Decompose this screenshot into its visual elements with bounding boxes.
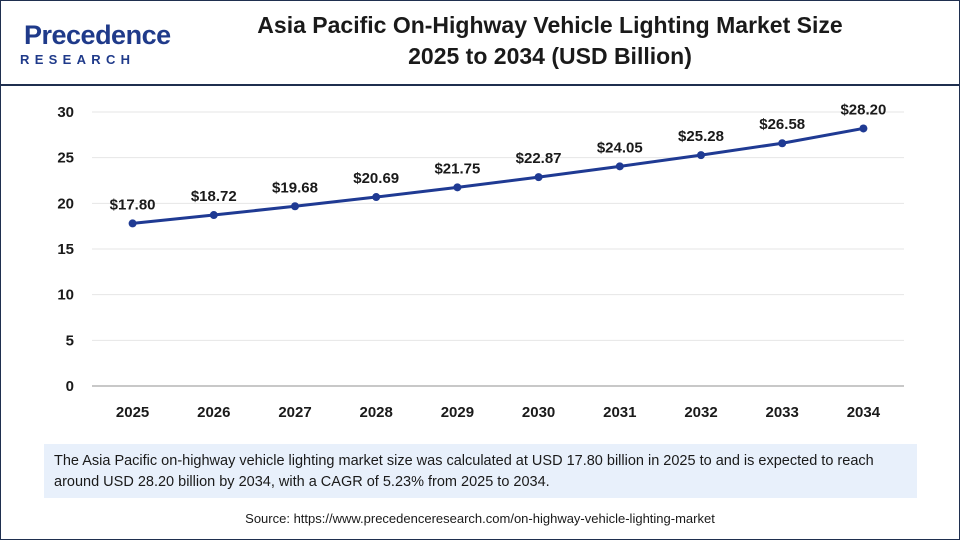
data-label-2033: $26.58 <box>759 116 805 133</box>
x-tick-label-2031: 2031 <box>603 404 636 421</box>
chart-title-line-1: Asia Pacific On-Highway Vehicle Lighting… <box>257 12 843 38</box>
data-label-2030: $22.87 <box>516 150 562 167</box>
data-point-2027 <box>291 202 299 211</box>
logo-tagline: RESEARCH <box>20 52 136 67</box>
x-tick-label-2032: 2032 <box>684 404 717 421</box>
chart-title-line-2: 2025 to 2034 (USD Billion) <box>408 43 692 69</box>
x-tick-label-2034: 2034 <box>847 404 881 421</box>
y-tick-label-15: 15 <box>57 241 74 258</box>
x-tick-label-2025: 2025 <box>116 404 149 421</box>
summary-box: The Asia Pacific on-highway vehicle ligh… <box>44 444 917 498</box>
data-point-2028 <box>372 193 381 202</box>
data-point-2034 <box>859 124 868 133</box>
data-label-2031: $24.05 <box>597 139 643 156</box>
y-tick-label-0: 0 <box>66 378 74 395</box>
precedence-research-logo: Precedence RESEARCH <box>14 14 171 67</box>
data-point-2029 <box>453 183 462 192</box>
y-tick-label-25: 25 <box>57 150 74 167</box>
data-label-2026: $18.72 <box>191 188 237 205</box>
y-tick-label-20: 20 <box>57 195 74 212</box>
y-tick-label-10: 10 <box>57 287 74 304</box>
x-tick-label-2026: 2026 <box>197 404 230 421</box>
data-point-2032 <box>697 151 705 160</box>
data-label-2034: $28.20 <box>840 101 886 118</box>
data-point-2026 <box>209 211 218 220</box>
data-point-2031 <box>615 162 624 171</box>
data-point-2033 <box>778 139 787 148</box>
data-label-2032: $25.28 <box>678 128 724 145</box>
y-tick-label-5: 5 <box>66 332 74 349</box>
data-label-2028: $20.69 <box>353 170 399 187</box>
chart-title: Asia Pacific On-Highway Vehicle Lighting… <box>200 10 900 72</box>
data-label-2025: $17.80 <box>110 196 156 213</box>
x-tick-label-2027: 2027 <box>278 404 311 421</box>
x-tick-label-2029: 2029 <box>441 404 474 421</box>
data-label-2027: $19.68 <box>272 179 318 196</box>
data-point-2030 <box>534 173 543 182</box>
series-line-0 <box>132 126 864 225</box>
data-label-2029: $21.75 <box>434 160 480 177</box>
x-tick-label-2030: 2030 <box>522 404 555 421</box>
logo-wordmark: Precedence <box>24 20 171 50</box>
summary-text: The Asia Pacific on-highway vehicle ligh… <box>54 453 874 490</box>
x-tick-label-2028: 2028 <box>360 404 393 421</box>
header-divider <box>0 84 960 86</box>
x-tick-label-2033: 2033 <box>766 404 799 421</box>
y-tick-label-30: 30 <box>57 104 74 121</box>
source-note: Source: https://www.precedenceresearch.c… <box>245 511 715 526</box>
data-point-2025 <box>128 219 137 228</box>
